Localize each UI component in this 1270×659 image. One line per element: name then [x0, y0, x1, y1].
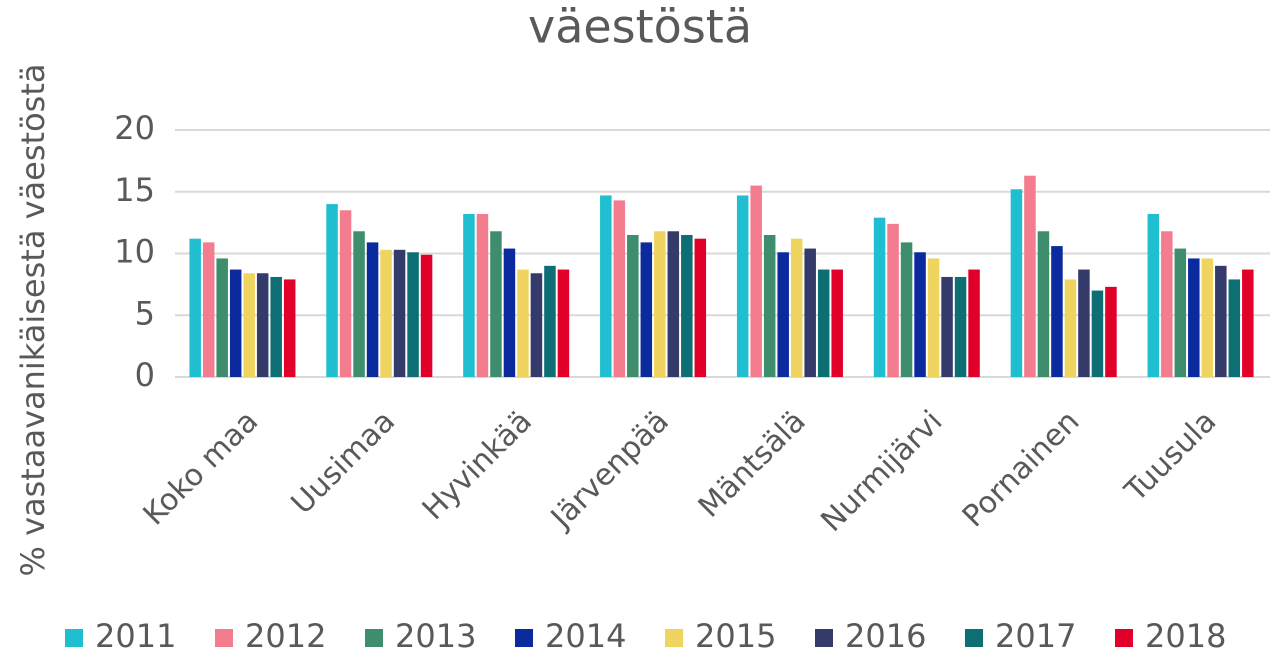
- bar: [681, 234, 693, 377]
- bar: [831, 269, 843, 377]
- legend-label: 2014: [545, 617, 626, 655]
- x-tick-label: Koko maa: [137, 404, 265, 532]
- x-tick-label: Tuusula: [1118, 404, 1223, 509]
- bar: [463, 213, 475, 377]
- bar: [1188, 258, 1200, 377]
- y-tick-label: 15: [114, 171, 155, 209]
- bar: [420, 254, 433, 377]
- bar: [1201, 258, 1214, 377]
- bar: [941, 276, 953, 377]
- bar: [339, 210, 352, 377]
- legend-swatch: [215, 629, 233, 647]
- bar: [1105, 286, 1117, 377]
- legend-label: 2017: [995, 617, 1076, 655]
- bar: [763, 234, 776, 377]
- bar: [1242, 269, 1254, 377]
- legend-label: 2011: [95, 617, 176, 655]
- x-tick-label: Nurmijärvi: [814, 404, 949, 539]
- bar: [407, 252, 419, 377]
- bar: [490, 231, 502, 377]
- y-tick-label: 10: [114, 233, 155, 271]
- bar: [557, 269, 570, 377]
- legend-swatch: [65, 629, 83, 647]
- bar: [600, 195, 612, 377]
- bar: [954, 276, 967, 377]
- bar: [1147, 213, 1160, 377]
- bar: [393, 249, 406, 377]
- bar: [366, 242, 379, 377]
- bar: [544, 265, 556, 377]
- bar: [1024, 175, 1036, 377]
- x-tick-label: Hyvinkää: [416, 404, 539, 527]
- bar: [476, 213, 489, 377]
- bar: [189, 238, 201, 377]
- bar: [1091, 290, 1104, 377]
- legend-swatch: [515, 629, 533, 647]
- bar: [627, 234, 639, 377]
- legend-label: 2016: [845, 617, 926, 655]
- bar: [216, 258, 228, 377]
- bar: [270, 276, 282, 377]
- legend-swatch: [365, 629, 383, 647]
- bar: [326, 204, 338, 377]
- bar: [1161, 231, 1173, 377]
- bar: [1037, 231, 1050, 377]
- bar: [817, 269, 830, 377]
- legend-swatch: [1115, 629, 1133, 647]
- bar: [887, 223, 899, 377]
- bar: [353, 231, 365, 377]
- bar: [667, 231, 680, 377]
- y-tick-label: 0: [135, 356, 155, 394]
- bar: [914, 252, 926, 377]
- bar: [1051, 246, 1063, 377]
- bar: [1228, 279, 1241, 377]
- bar: [1064, 279, 1077, 377]
- legend-label: 2012: [245, 617, 326, 655]
- y-tick-label: 5: [135, 294, 155, 332]
- legend-label: 2015: [695, 617, 776, 655]
- legend-label: 2013: [395, 617, 476, 655]
- x-tick-label: Pornainen: [956, 404, 1086, 534]
- bar: [517, 269, 529, 377]
- chart-title: väestöstä: [528, 0, 752, 54]
- bar: [380, 249, 392, 377]
- y-axis-label: % vastaavanikäisestä väestöstä: [14, 64, 52, 577]
- bar: [927, 258, 940, 377]
- bar: [736, 195, 749, 377]
- x-tick-label: Järvenpää: [543, 404, 676, 537]
- y-tick-label: 20: [114, 109, 155, 147]
- bar: [503, 248, 516, 377]
- x-tick-label: Mäntsälä: [692, 404, 813, 525]
- legend-swatch: [965, 629, 983, 647]
- legend-swatch: [665, 629, 683, 647]
- bar: [900, 242, 913, 377]
- bar: [654, 231, 666, 377]
- legend-swatch: [815, 629, 833, 647]
- bar: [750, 185, 762, 377]
- bar: [530, 273, 543, 377]
- bar: [873, 217, 886, 377]
- bar: [640, 242, 653, 377]
- bar: [694, 238, 707, 377]
- bar: [243, 273, 255, 377]
- bar: [968, 269, 980, 377]
- bar: [229, 269, 242, 377]
- bar: [777, 252, 789, 377]
- bar: [1010, 189, 1023, 377]
- x-tick-label: Uusimaa: [285, 404, 402, 521]
- bar: [202, 242, 215, 377]
- bar: [1078, 269, 1090, 377]
- bar: [804, 248, 816, 377]
- bar: [1174, 248, 1187, 377]
- bar: [283, 279, 296, 377]
- bar: [613, 200, 626, 377]
- bar: [1215, 265, 1227, 377]
- bar: [790, 238, 803, 377]
- bar: [256, 273, 269, 377]
- legend-label: 2018: [1145, 617, 1226, 655]
